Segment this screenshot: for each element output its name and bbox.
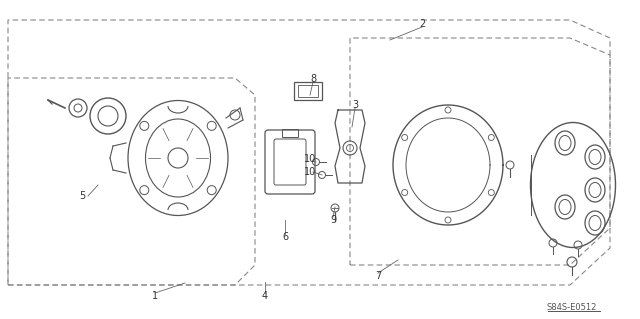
Bar <box>298 85 318 97</box>
Text: 6: 6 <box>282 232 288 242</box>
Text: 4: 4 <box>262 291 268 301</box>
Text: 5: 5 <box>79 191 85 201</box>
Text: S84S-E0512: S84S-E0512 <box>547 303 597 313</box>
Bar <box>282 129 298 137</box>
Text: 9: 9 <box>330 215 336 225</box>
Bar <box>294 82 322 100</box>
Text: 8: 8 <box>310 74 316 84</box>
Text: 7: 7 <box>375 271 381 281</box>
Text: 10: 10 <box>304 154 316 164</box>
Text: 10: 10 <box>304 167 316 177</box>
Text: 2: 2 <box>419 19 425 29</box>
Text: 3: 3 <box>352 100 358 110</box>
Text: 1: 1 <box>152 291 158 301</box>
